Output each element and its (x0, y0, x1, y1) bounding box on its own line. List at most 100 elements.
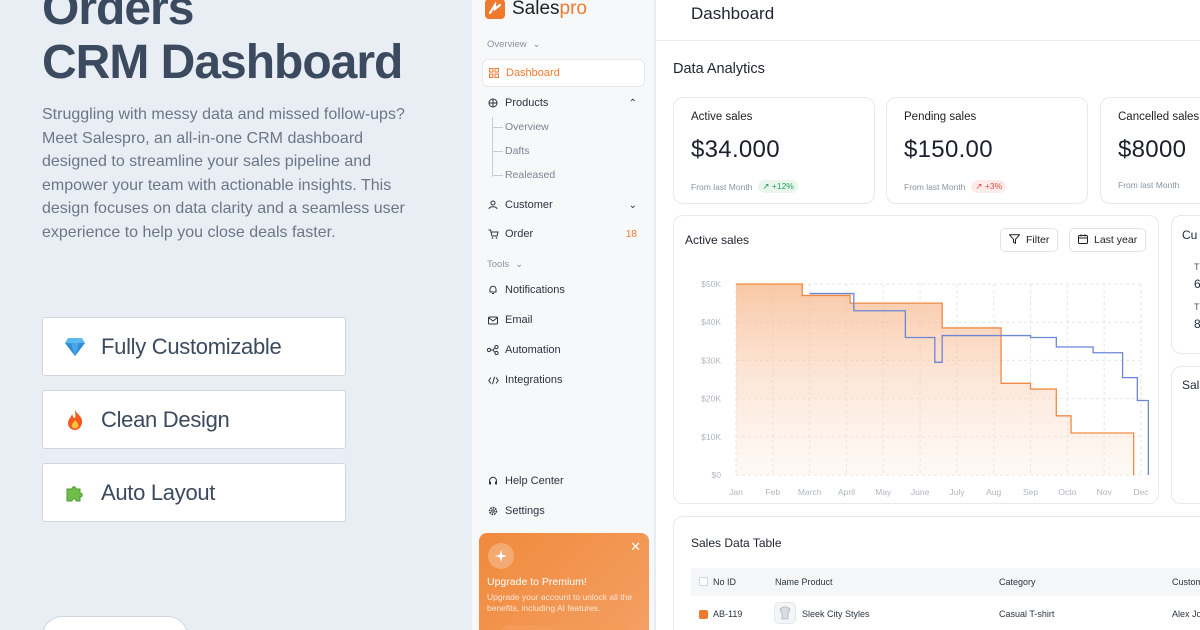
promo-description: Struggling with messy data and missed fo… (42, 106, 405, 241)
trend-up-badge: ↗ +12% (758, 180, 798, 193)
filter-button[interactable]: Filter (1000, 228, 1059, 252)
select-all-checkbox[interactable] (699, 577, 708, 586)
y-tick-label: $10K (701, 432, 721, 442)
upgrade-banner: ✕ Upgrade to Premium! Upgrade your accou… (479, 533, 649, 630)
x-tick-label: Jan (729, 487, 743, 497)
sparkle-icon (488, 543, 514, 569)
upgrade-description: Upgrade your account to unlock all the b… (487, 592, 633, 613)
sales-side-card: Sal (1171, 366, 1200, 504)
promo-pill-button[interactable] (42, 616, 188, 630)
table-title: Sales Data Table (691, 536, 782, 550)
series-line (809, 292, 1150, 475)
order-count-badge: 18 (625, 228, 637, 240)
tree-lines (492, 117, 504, 177)
calendar-icon (1078, 233, 1088, 247)
row-id: AB-119 (713, 609, 743, 619)
card-value: $150.00 (904, 136, 993, 163)
x-tick-label: Nov (1097, 487, 1113, 497)
box-icon (487, 97, 499, 109)
x-tick-label: Sep (1023, 487, 1038, 497)
sales-data-table-card: Sales Data Table No ID Name Product Cate… (673, 516, 1200, 630)
feature-clean-design: Clean Design (42, 390, 346, 449)
x-tick-label: June (911, 487, 930, 497)
sidebar-item-email[interactable]: Email (482, 306, 645, 334)
trend-up-icon: ↗ (762, 181, 772, 191)
topbar: Dashboard (656, 0, 1200, 41)
y-tick-label: $40K (701, 317, 721, 327)
active-sales-chart-card: Active sales Filter Last year $0 $10K $20K… (673, 215, 1159, 504)
y-tick-label: $30K (701, 355, 721, 365)
filter-icon (1008, 233, 1021, 247)
salespro-logo-icon (485, 0, 505, 19)
product-thumbnail (774, 602, 796, 624)
active-sales-card[interactable]: Active sales $34.000 From last Month ↗ +… (673, 97, 875, 204)
table-header: No ID Name Product Category Custom (691, 568, 1200, 596)
promo-title: Orders CRM Dashboard (42, 0, 403, 89)
row-category: Casual T-shirt (999, 609, 1055, 619)
gear-icon (487, 505, 499, 517)
headset-icon (487, 475, 499, 487)
card-value: $8000 (1118, 136, 1187, 163)
cancelled-sales-card[interactable]: Cancelled sales $8000 From last Month (1100, 97, 1200, 204)
chevron-down-icon: ⌄ (515, 259, 524, 270)
bell-icon (487, 284, 499, 296)
card-from: From last Month (691, 181, 753, 192)
feature-auto-layout: Auto Layout (42, 463, 346, 522)
user-icon (487, 199, 499, 211)
code-icon (487, 374, 499, 386)
series-line (736, 283, 1135, 475)
main-content: Dashboard Data Analytics Active sales $3… (656, 0, 1200, 630)
sidebar-item-automation[interactable]: Automation (482, 336, 645, 364)
y-tick-label: $20K (701, 394, 721, 404)
sidebar-item-products[interactable]: Products ⌃ (482, 89, 645, 117)
promo-panel: Orders CRM Dashboard Struggling with mes… (0, 0, 472, 630)
date-range-button[interactable]: Last year (1069, 228, 1147, 252)
data-analytics-title: Data Analytics (673, 61, 765, 77)
x-tick-label: May (875, 487, 892, 497)
trend-icon: ↗ (975, 181, 985, 191)
sidebar-item-integrations[interactable]: Integrations (482, 366, 645, 394)
trend-badge: ↗ +3% (971, 180, 1007, 193)
chart-title: Active sales (685, 233, 750, 247)
sidebar-item-notifications[interactable]: Notifications (482, 276, 645, 304)
card-label: Pending sales (904, 111, 977, 123)
customer-side-card: Cu T 6 T 8 (1171, 215, 1200, 354)
card-label: Cancelled sales (1118, 111, 1200, 123)
column-header: Name Product (775, 577, 833, 587)
pending-sales-card[interactable]: Pending sales $150.00 From last Month ↗ … (886, 97, 1088, 204)
column-header: Custom (1172, 577, 1200, 587)
close-icon[interactable]: ✕ (630, 539, 641, 554)
sidebar-subitem-realeased[interactable]: Realeased (505, 169, 556, 181)
card-value: $34.000 (691, 136, 780, 163)
grid-icon (488, 67, 500, 79)
fire-icon (63, 408, 87, 432)
x-tick-label: Aug (986, 487, 1001, 497)
y-tick-label: $50K (701, 279, 721, 289)
tools-section-label[interactable]: Tools ⌄ (487, 259, 524, 270)
sidebar-item-order[interactable]: Order 18 (482, 220, 645, 248)
sidebar-subitem-overview[interactable]: Overview (505, 121, 549, 133)
active-sales-chart: $0 $10K $20K $30K $40K $50K Jan Feb March April Ma… (701, 279, 1150, 497)
mail-icon (487, 314, 499, 326)
chevron-up-icon: ⌃ (628, 97, 637, 109)
sidebar-subitem-dafts[interactable]: Dafts (505, 145, 530, 157)
brand-logo[interactable]: Salespro (484, 0, 587, 20)
sidebar-item-help-center[interactable]: Help Center (482, 467, 645, 495)
page-title: Dashboard (691, 4, 775, 23)
x-tick-label: April (838, 487, 855, 497)
sidebar-item-dashboard[interactable]: Dashboard (482, 59, 645, 87)
upgrade-button[interactable] (499, 625, 629, 630)
chevron-down-icon: ⌄ (628, 199, 637, 211)
puzzle-icon (63, 481, 87, 505)
x-tick-label: March (798, 487, 822, 497)
row-checkbox[interactable] (699, 610, 708, 619)
card-label: Active sales (691, 111, 753, 123)
x-tick-label: Feb (765, 487, 780, 497)
upgrade-title: Upgrade to Premium! (487, 576, 587, 588)
card-from: From last Month (1118, 180, 1180, 190)
sidebar: Salespro Overview ⌄ Dashboard Products ⌃… (472, 0, 655, 630)
overview-section-label[interactable]: Overview ⌄ (487, 39, 541, 50)
row-product-name: Sleek City Styles (802, 609, 870, 619)
sidebar-item-customer[interactable]: Customer ⌄ (482, 191, 645, 219)
sidebar-item-settings[interactable]: Settings (482, 497, 645, 525)
